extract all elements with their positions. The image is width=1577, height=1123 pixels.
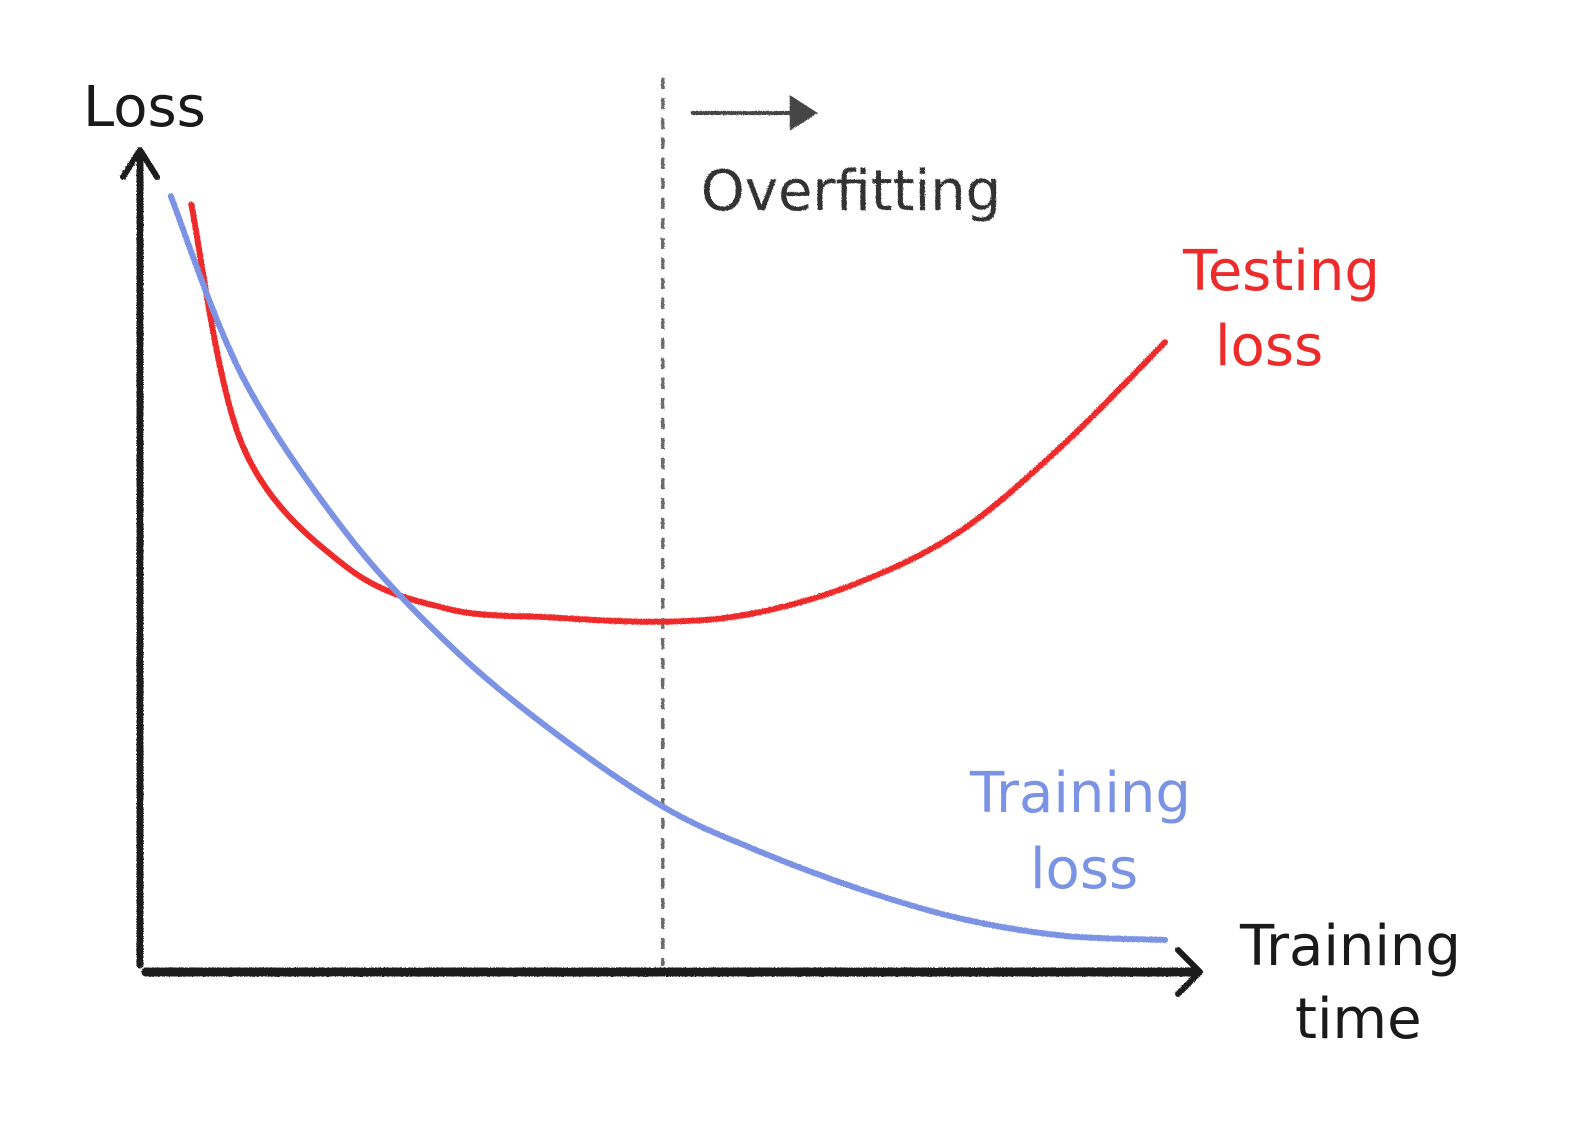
x-axis-arrowhead — [1175, 947, 1203, 997]
series-lines — [167, 193, 1168, 943]
overfitting-label: Overfitting — [701, 159, 1001, 224]
x-axis-label-line-2: time — [1295, 987, 1422, 1052]
series-labels: Testing loss Training loss — [969, 239, 1380, 902]
training-loss-line — [167, 193, 1168, 943]
testing-loss-line — [188, 201, 1168, 625]
overfitting-annotation: Overfitting — [661, 78, 1001, 966]
overfitting-arrow-head — [789, 95, 818, 131]
axis-labels: Loss Training time — [83, 75, 1461, 1052]
axes — [120, 147, 1203, 997]
testing-loss-label-line-1: Testing — [1182, 239, 1380, 304]
y-axis-arrowhead — [120, 147, 160, 180]
training-loss-label-line-2: loss — [1030, 837, 1138, 902]
testing-loss-label-line-2: loss — [1215, 314, 1323, 379]
x-axis-label-line-1: Training — [1239, 914, 1461, 979]
training-loss-label-line-1: Training — [969, 761, 1191, 826]
y-axis-label: Loss — [83, 75, 206, 140]
